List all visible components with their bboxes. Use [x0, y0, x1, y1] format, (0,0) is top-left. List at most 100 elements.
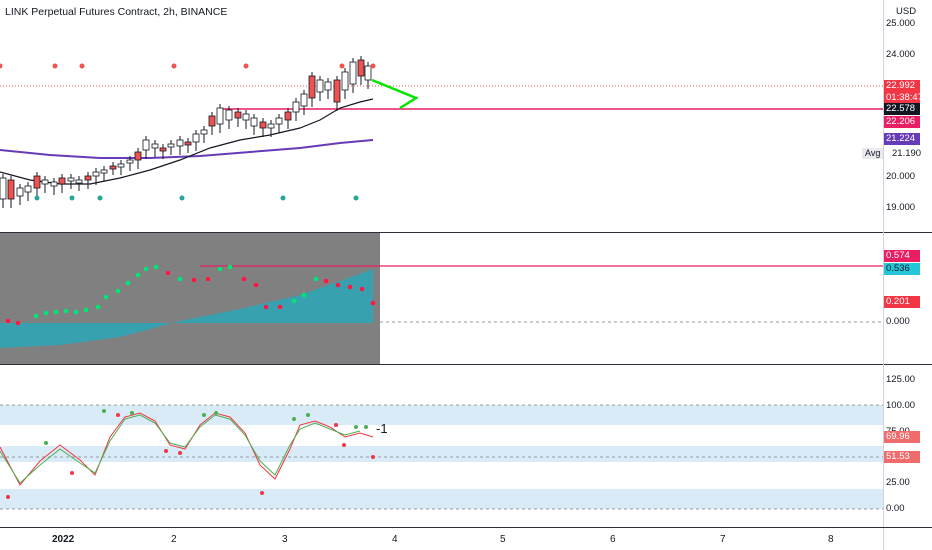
axis-tick: 0.000	[886, 316, 910, 327]
level-tag-black: 22.578	[884, 103, 920, 115]
stoch-dot	[44, 441, 48, 445]
indicator-dot	[359, 286, 365, 292]
countdown-tag: 01:38:47	[884, 92, 923, 104]
ind2-tag-a: 69.96	[884, 431, 920, 443]
signal-dot-red	[370, 63, 376, 69]
candle-body	[75, 179, 83, 184]
axis-currency: USD	[896, 6, 917, 17]
oversold-band	[0, 489, 883, 509]
indicator-2-chart[interactable]	[0, 365, 883, 527]
indicator-dot	[73, 309, 79, 315]
pane-separator[interactable]	[0, 364, 932, 365]
stoch-dot	[130, 411, 134, 415]
signal-dot-red	[0, 63, 3, 69]
candle-body	[142, 139, 150, 151]
candle-body	[41, 179, 49, 185]
candle-body	[357, 59, 365, 77]
indicator-dot	[241, 276, 247, 282]
candle-body	[284, 111, 292, 121]
stoch-dot	[214, 411, 218, 415]
candle-body	[184, 141, 192, 146]
candle-body	[16, 187, 24, 197]
avg-value: 21.190	[892, 148, 922, 159]
stoch-dot	[202, 413, 206, 417]
annotation-text: -1	[376, 421, 388, 436]
candle-body	[242, 113, 250, 121]
time-label: 4	[392, 534, 398, 545]
indicator-dot	[115, 288, 121, 294]
signal-dot-red	[243, 63, 249, 69]
candle-body	[275, 117, 283, 125]
candle-body	[250, 117, 258, 127]
price-axis[interactable]	[883, 0, 932, 550]
indicator-dot	[370, 300, 376, 306]
black-moving-average	[0, 98, 374, 185]
indicator-dot	[33, 313, 39, 319]
indicator-dot	[277, 304, 283, 310]
indicator-dot	[301, 292, 307, 298]
ind2-tag-b: 51.53	[884, 451, 920, 463]
ind1-tag-c: 0.201	[884, 296, 920, 308]
candle-body	[92, 171, 100, 177]
signal-dot-green	[34, 195, 40, 201]
indicator-dot	[323, 278, 329, 284]
axis-tick: 19.000	[886, 202, 916, 213]
candle-body	[208, 115, 216, 127]
stoch-dot	[70, 471, 74, 475]
indicator-pane-1[interactable]	[0, 233, 883, 364]
candle-body	[151, 143, 159, 149]
axis-tick: 20.000	[886, 171, 916, 182]
axis-tick: 125.00	[886, 374, 916, 385]
candle-body	[324, 81, 332, 91]
candle-body	[225, 109, 233, 121]
candle-body	[58, 177, 66, 185]
signal-dot-green	[69, 195, 75, 201]
level-tag-purple: 21.224	[884, 133, 920, 145]
time-label: 8	[828, 534, 834, 545]
candle-body	[316, 79, 324, 93]
indicator-1-chart[interactable]	[0, 233, 883, 364]
candle-body	[50, 181, 58, 187]
pane-separator[interactable]	[0, 232, 932, 233]
time-label: 7	[720, 534, 726, 545]
candle-body	[192, 133, 200, 143]
axis-tick: 25.000	[886, 18, 916, 29]
price-chart[interactable]	[0, 0, 883, 232]
ind1-tag-b: 0.536	[884, 263, 920, 275]
signal-dot-green	[179, 195, 185, 201]
indicator-dot	[165, 270, 171, 276]
candle-body	[126, 159, 134, 164]
level-tag-pink: 22.206	[884, 116, 920, 128]
indicator-dot	[263, 304, 269, 310]
stoch-dot	[292, 417, 296, 421]
time-label: 6	[610, 534, 616, 545]
candle-body	[259, 121, 267, 129]
purple-moving-average	[0, 139, 374, 159]
candle-body	[333, 79, 341, 103]
candle-body	[341, 71, 349, 91]
stoch-dot	[260, 491, 264, 495]
stoch-dot	[178, 451, 182, 455]
stoch-dot	[164, 449, 168, 453]
ind1-tag-a: 0.574	[884, 250, 920, 262]
candle-body	[234, 111, 242, 119]
candle-body	[176, 139, 184, 147]
stoch-k-line	[0, 412, 374, 486]
stoch-d-line	[0, 414, 361, 484]
indicator-dot	[191, 277, 197, 283]
indicator-dot	[177, 276, 183, 282]
indicator-dot	[253, 282, 259, 288]
axis-tick: 24.000	[886, 49, 916, 60]
axis-tick: 0.00	[886, 503, 905, 514]
time-axis[interactable]	[0, 527, 932, 550]
price-pane[interactable]	[0, 0, 883, 232]
candle-body	[0, 177, 7, 200]
stoch-dot	[6, 495, 10, 499]
signal-dot-red	[171, 63, 177, 69]
indicator-dot	[335, 282, 341, 288]
candle-body	[349, 61, 357, 85]
indicator-dot	[313, 276, 319, 282]
overbought-band	[0, 405, 883, 425]
indicator-pane-2[interactable]	[0, 365, 883, 527]
indicator-dot	[143, 266, 149, 272]
